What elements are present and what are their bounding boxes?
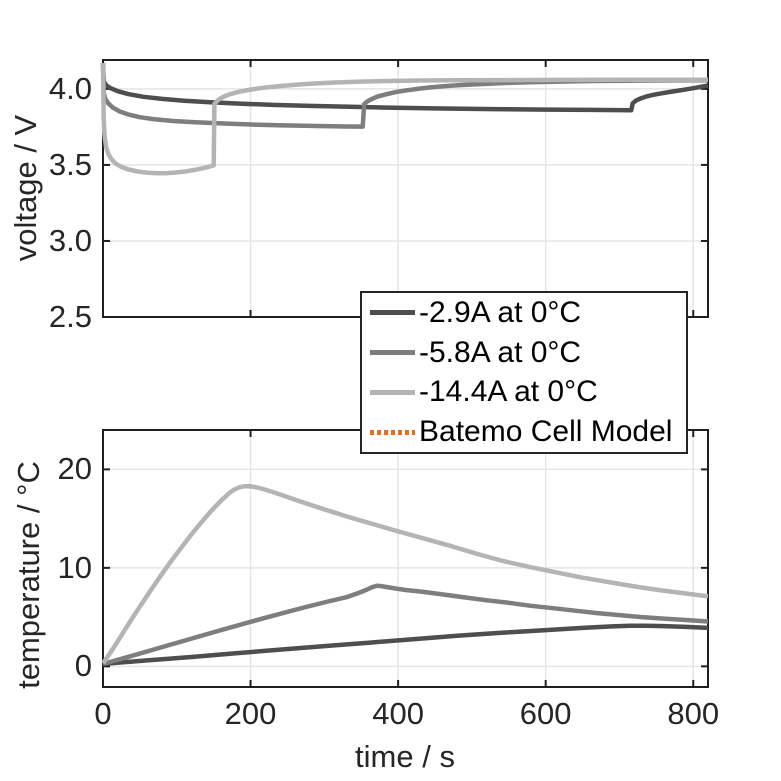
legend-dotted-orange-line-icon	[370, 429, 415, 435]
x-tick-label: 400	[372, 696, 424, 731]
legend-label: -5.8A at 0°C	[419, 335, 582, 369]
x-tick-label: 600	[519, 696, 572, 731]
x-tick-label: 0	[94, 696, 112, 731]
axes-border	[102, 59, 709, 318]
y-tick-label: 2.5	[48, 299, 92, 334]
series-line--5.8a-at-0-c	[100, 62, 709, 129]
x-tick-label: 200	[224, 696, 277, 731]
legend-label: -14.4A at 0°C	[419, 375, 598, 409]
temperature-chart-area	[101, 429, 709, 688]
series-line--5.8a-at-0-c	[102, 583, 709, 667]
y-tick-label: 10	[57, 549, 92, 585]
y-tick-label: 4.0	[48, 70, 92, 106]
legend-item-5-8A: -5.8A at 0°C	[370, 333, 686, 373]
voltage-y-axis-label: voltage / V	[8, 114, 43, 262]
legend-box: -2.9A at 0°C -5.8A at 0°C -14.4A at 0°C …	[360, 291, 688, 454]
series-line--14.4a-at-0-c	[101, 483, 709, 665]
voltage-chart-area	[100, 59, 709, 318]
legend-item-14-4A: -14.4A at 0°C	[370, 373, 686, 413]
legend-line-medium-gray-icon	[370, 350, 415, 356]
y-tick-label: 20	[57, 451, 92, 487]
legend-item-2-9A: -2.9A at 0°C	[370, 293, 686, 333]
series-line--2.9a-at-0-c	[102, 623, 709, 667]
legend-label: -2.9A at 0°C	[419, 295, 582, 329]
series-line--14.4a-at-0-c	[100, 62, 708, 176]
series-line--2.9a-at-0-c	[100, 62, 709, 113]
time-x-axis-label: time / s	[355, 739, 455, 774]
legend-label: Batemo Cell Model	[419, 415, 673, 449]
legend-item-batemo-model: Batemo Cell Model	[370, 412, 686, 452]
legend-line-dark-gray-icon	[370, 310, 415, 316]
y-tick-label: 3.0	[48, 222, 92, 258]
axes-border	[102, 429, 709, 688]
x-tick-label: 800	[667, 696, 720, 731]
legend-line-light-gray-icon	[370, 389, 415, 395]
y-tick-label: 0	[74, 648, 92, 684]
y-tick-label: 3.5	[48, 146, 92, 182]
